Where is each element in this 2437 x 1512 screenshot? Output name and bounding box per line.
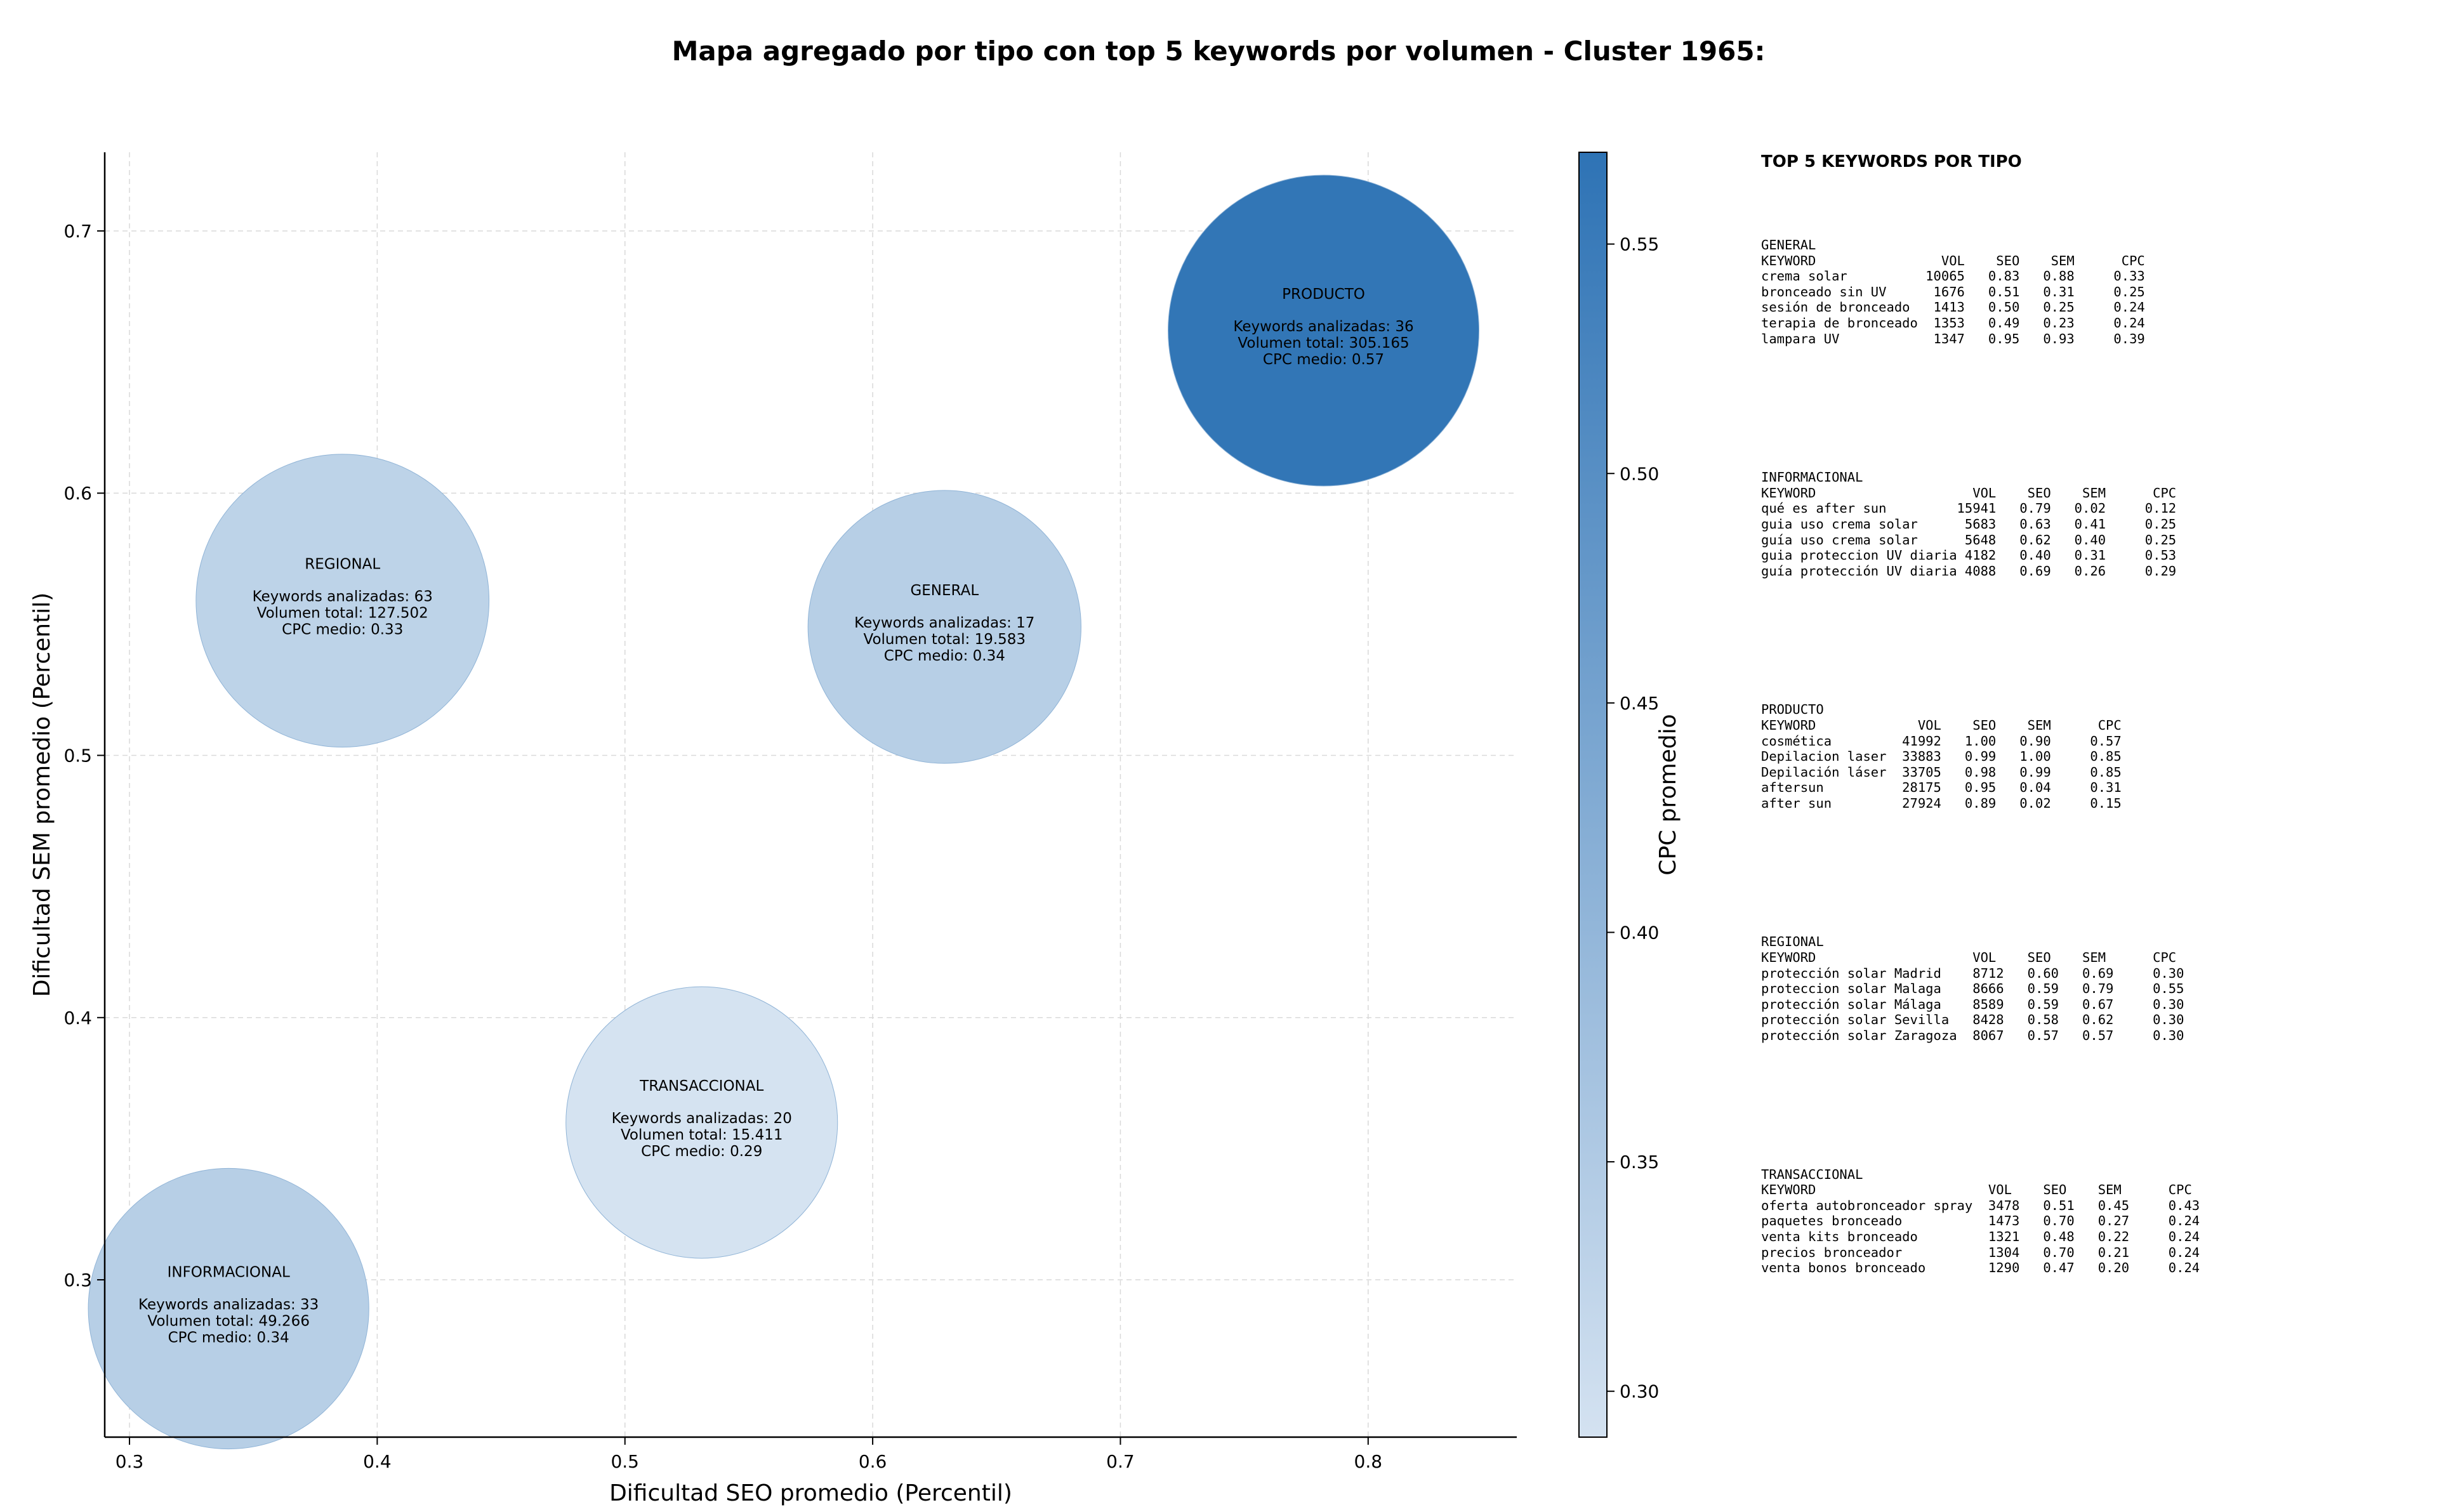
bubble-stat-label: Volumen total: 127.502	[257, 605, 428, 622]
keyword-group-general: GENERAL KEYWORD VOL SEO SEM CPC crema so…	[1761, 237, 2421, 346]
keyword-row: cosmética 41992 1.00 0.90 0.57	[1761, 733, 2122, 749]
bubble-stat-label: CPC medio: 0.34	[168, 1330, 289, 1346]
bubble-stat-label: CPC medio: 0.29	[641, 1143, 762, 1160]
keyword-row: venta bonos bronceado 1290 0.47 0.20 0.2…	[1761, 1260, 2200, 1276]
group-header: KEYWORD VOL SEO SEM CPC	[1761, 950, 2177, 966]
y-tick-label: 0.7	[63, 221, 92, 242]
bubble-circle	[195, 454, 490, 748]
keyword-group-informacional: INFORMACIONAL KEYWORD VOL SEO SEM CPC qu…	[1761, 470, 2421, 579]
keyword-row: proteccion solar Malaga 8666 0.59 0.79 0…	[1761, 981, 2184, 997]
colorbar-tick-label: 0.40	[1620, 922, 1659, 943]
keyword-row: guia uso crema solar 5683 0.63 0.41 0.25	[1761, 516, 2177, 532]
bubble-stat-label: CPC medio: 0.34	[884, 648, 1005, 664]
keyword-group-transaccional: TRANSACCIONAL KEYWORD VOL SEO SEM CPC of…	[1761, 1167, 2421, 1276]
colorbar: 0.30 0.35 0.40 0.45 0.50 0.55 CPC promedio	[1578, 152, 1681, 1438]
keyword-row: sesión de bronceado 1413 0.50 0.25 0.24	[1761, 299, 2145, 315]
bubble-stat-label: Volumen total: 49.266	[147, 1313, 310, 1330]
x-tick-label: 0.8	[1354, 1451, 1383, 1472]
keyword-row: oferta autobronceador spray 3478 0.51 0.…	[1761, 1197, 2200, 1213]
keyword-row: crema solar 10065 0.83 0.88 0.33	[1761, 268, 2145, 284]
keyword-row: venta kits bronceado 1321 0.48 0.22 0.24	[1761, 1229, 2200, 1244]
bubble-stat-label: CPC medio: 0.33	[282, 622, 403, 638]
keyword-row: bronceado sin UV 1676 0.51 0.31 0.25	[1761, 284, 2145, 299]
keyword-group-regional: REGIONAL KEYWORD VOL SEO SEM CPC protecc…	[1761, 934, 2421, 1043]
keyword-row: guia proteccion UV diaria 4182 0.40 0.31…	[1761, 548, 2177, 563]
keyword-row: paquetes bronceado 1473 0.70 0.27 0.24	[1761, 1213, 2200, 1229]
bubble-type-label: INFORMACIONAL	[168, 1265, 290, 1281]
keyword-group-producto: PRODUCTO KEYWORD VOL SEO SEM CPC cosméti…	[1761, 702, 2421, 811]
group-header: KEYWORD VOL SEO SEM CPC	[1761, 253, 2145, 268]
keyword-row: protección solar Madrid 8712 0.60 0.69 0…	[1761, 965, 2184, 981]
bubble-stat-label: Volumen total: 305.165	[1238, 335, 1409, 352]
y-tick-label: 0.3	[63, 1270, 92, 1291]
bubble-stat-label: Keywords analizadas: 33	[138, 1297, 319, 1313]
keyword-row: guía protección UV diaria 4088 0.69 0.26…	[1761, 563, 2177, 579]
bubble-stat-label: Keywords analizadas: 63	[253, 589, 433, 605]
x-tick-label: 0.6	[859, 1451, 887, 1472]
keyword-row: after sun 27924 0.89 0.02 0.15	[1761, 795, 2122, 811]
bubble-circle	[1168, 174, 1480, 487]
bubble-circle	[807, 490, 1081, 764]
x-tick-label: 0.7	[1106, 1451, 1135, 1472]
bubble-transaccional: TRANSACCIONAL Keywords analizadas: 20Volu…	[565, 986, 838, 1259]
bubble-stat-label: CPC medio: 0.57	[1263, 352, 1384, 368]
colorbar-tick-label: 0.55	[1620, 234, 1659, 255]
x-tick-label: 0.3	[116, 1451, 144, 1472]
group-header: KEYWORD VOL SEO SEM CPC	[1761, 485, 2177, 501]
y-tick-label: 0.6	[63, 483, 92, 504]
x-tick-label: 0.5	[611, 1451, 639, 1472]
keyword-row: protección solar Sevilla 8428 0.58 0.62 …	[1761, 1012, 2184, 1028]
y-tick-label: 0.4	[63, 1008, 92, 1029]
keyword-row: guía uso crema solar 5648 0.62 0.40 0.25	[1761, 532, 2177, 548]
bubble-stat-label: Keywords analizadas: 17	[854, 615, 1034, 631]
group-header: KEYWORD VOL SEO SEM CPC	[1761, 1182, 2192, 1198]
keyword-row: protección solar Málaga 8589 0.59 0.67 0…	[1761, 996, 2184, 1012]
keyword-row: precios bronceador 1304 0.70 0.21 0.24	[1761, 1244, 2200, 1260]
bubble-stat-label: Keywords analizadas: 36	[1233, 319, 1413, 335]
bubble-type-label: TRANSACCIONAL	[639, 1078, 763, 1095]
axes: 0.3 0.4 0.5 0.6 0.7 0.8 0.3 0.4 0.5 0.6 0.7 Dificul…	[29, 152, 1517, 1506]
bubble-type-label: PRODUCTO	[1282, 286, 1365, 303]
group-name: REGIONAL	[1761, 934, 1824, 950]
colorbar-tick-label: 0.35	[1620, 1152, 1659, 1173]
x-tick-label: 0.4	[363, 1451, 392, 1472]
keyword-row: aftersun 28175 0.95 0.04 0.31	[1761, 780, 2122, 796]
colorbar-tick-label: 0.45	[1620, 693, 1659, 714]
bubble-circle	[565, 986, 838, 1259]
bubble-stat-label: Volumen total: 15.411	[621, 1127, 783, 1143]
bubble-type-label: GENERAL	[910, 582, 979, 599]
y-tick-label: 0.5	[63, 746, 92, 766]
colorbar-gradient	[1578, 152, 1608, 1438]
keyword-row: terapia de bronceado 1353 0.49 0.23 0.24	[1761, 315, 2145, 331]
colorbar-tick-label: 0.30	[1620, 1381, 1659, 1402]
group-name: PRODUCTO	[1761, 702, 1824, 718]
keyword-row: protección solar Zaragoza 8067 0.57 0.57…	[1761, 1028, 2184, 1044]
top-keywords-panel: TOP 5 KEYWORDS POR TIPO GENERAL KEYWORD …	[1761, 152, 2421, 1399]
bubble-circle	[88, 1167, 369, 1450]
bubble-informacional: INFORMACIONAL Keywords analizadas: 33Volu…	[88, 1167, 369, 1450]
bubble-stat-label: Volumen total: 19.583	[864, 631, 1026, 648]
group-name: INFORMACIONAL	[1761, 470, 1863, 485]
keyword-row: Depilación láser 33705 0.98 0.99 0.85	[1761, 764, 2122, 780]
group-name: TRANSACCIONAL	[1761, 1166, 1863, 1182]
bubble-stat-label: Keywords analizadas: 20	[612, 1110, 792, 1127]
top-keywords-title: TOP 5 KEYWORDS POR TIPO	[1761, 152, 2022, 171]
colorbar-tick-label: 0.50	[1620, 463, 1659, 484]
y-axis-label: Dificultad SEM promedio (Percentil)	[29, 593, 55, 997]
keyword-row: Depilacion laser 33883 0.99 1.00 0.85	[1761, 749, 2122, 765]
colorbar-label: CPC promedio	[1655, 714, 1681, 875]
x-axis-label: Dificultad SEO promedio (Percentil)	[609, 1480, 1012, 1506]
group-header: KEYWORD VOL SEO SEM CPC	[1761, 717, 2122, 733]
bubble-type-label: REGIONAL	[305, 556, 380, 573]
chart-title: Mapa agregado por tipo con top 5 keyword…	[671, 36, 1766, 67]
group-name: GENERAL	[1761, 237, 1816, 253]
keyword-row: lampara UV 1347 0.95 0.93 0.39	[1761, 331, 2145, 346]
keyword-row: qué es after sun 15941 0.79 0.02 0.12	[1761, 501, 2177, 516]
